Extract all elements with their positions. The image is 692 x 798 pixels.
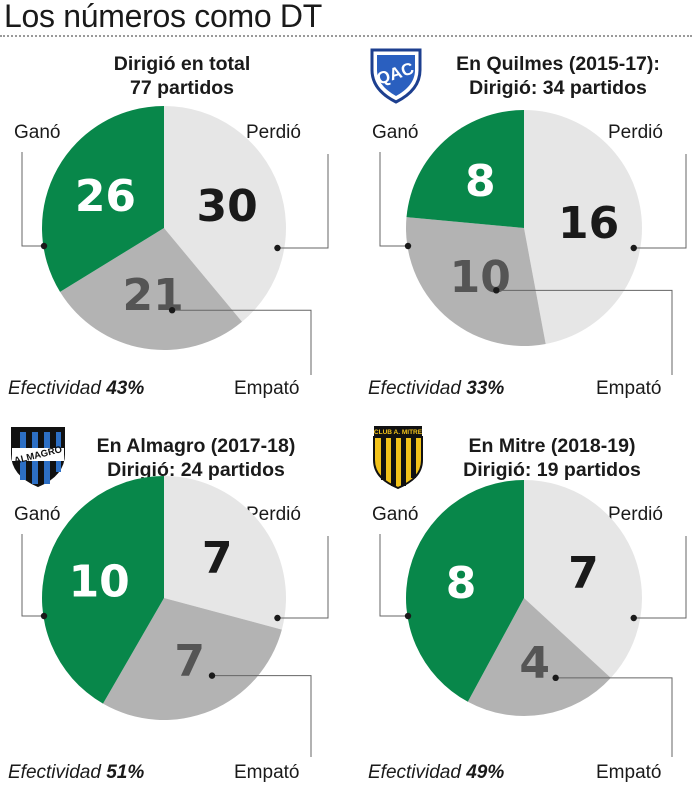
pie-slice-perdio [164,476,286,630]
pie-slice-empato [467,598,611,716]
efficiency-value: 43% [106,378,145,399]
pie-value-empato: 7 [174,636,205,687]
lost-label: Perdió [246,504,301,525]
title-divider [0,35,692,37]
efficiency-label: Efectividad [8,762,107,783]
pie-slice-empato [60,228,242,350]
pie-value-gano: 8 [446,558,477,609]
lost-leader-line [633,536,687,619]
won-leader-dot [40,242,48,250]
drawn-leader-line [555,677,673,757]
panel-total: Dirigió en total 77 partidos Ganó Perdió… [0,36,346,416]
pie-slice-gano [406,110,524,228]
lost-label: Perdió [608,504,663,525]
page-title: Los números como DT [4,0,322,34]
pie-value-empato: 4 [519,638,550,689]
drawn-leader-line [172,309,312,375]
pie-value-empato: 21 [122,270,183,321]
drawn-leader-line [212,675,312,757]
pie-chart-total: 26 30 21 [21,106,329,375]
efficiency-value: 33% [466,378,505,399]
pie-slice-perdio [524,110,642,344]
pie-value-perdio: 16 [558,198,619,249]
drawn-leader-dot [493,287,500,294]
lost-leader-dot [274,244,281,252]
drawn-label: Empató [234,378,300,399]
panel-title: Dirigió en total 77 partidos [62,52,302,100]
efficiency-text: Efectividad 51% [8,762,144,784]
panel-title-line1: Dirigió en total [113,53,251,75]
won-label: Ganó [372,122,419,143]
efficiency-text: Efectividad 33% [368,378,504,400]
panel-title-line1: En Quilmes (2015-17): [456,53,660,75]
pie-chart-almagro: 10 7 7 [21,476,329,757]
won-leader-line [379,152,408,247]
panel-title-line1: En Mitre (2018-19) [468,435,636,457]
efficiency-label: Efectividad [368,378,467,399]
lost-leader-line [277,536,329,619]
won-label: Ganó [372,504,419,525]
pie-value-gano: 26 [75,171,136,222]
efficiency-text: Efectividad 49% [368,762,504,784]
panel-title-line1: En Almagro (2017-18) [96,435,296,457]
lost-leader-dot [630,244,637,252]
lost-label: Perdió [246,122,301,143]
panel-title-line2: Dirigió: 24 partidos [107,459,285,481]
panel-title-line2: 77 partidos [129,77,235,99]
panel-mitre: CLUB A. MITRE En Mitre (2018-19) Dirigió… [346,418,692,798]
drawn-label: Empató [596,762,662,783]
pie-slice-empato [103,598,282,720]
panel-quilmes: QAC En Quilmes (2015-17): Dirigió: 34 pa… [346,36,692,416]
pie-value-perdio: 30 [196,181,257,232]
drawn-label: Empató [596,378,662,399]
lost-leader-line [277,154,329,249]
panel-title-line2: Dirigió: 19 partidos [463,459,641,481]
pie-slice-gano [42,476,164,704]
pie-value-empato: 10 [450,252,511,303]
drawn-leader-dot [208,672,216,679]
efficiency-text: Efectividad 43% [8,378,144,400]
drawn-leader-line [496,289,673,375]
won-leader-dot [404,242,412,250]
lost-leader-dot [274,614,281,622]
lost-leader-line [633,154,687,249]
efficiency-value: 49% [466,762,505,783]
almagro-crest-icon: ALMAGRO [8,424,68,490]
pie-slice-perdio [164,106,286,322]
mitre-crest-icon: CLUB A. MITRE [372,424,424,490]
efficiency-value: 51% [106,762,145,783]
won-leader-line [21,534,44,617]
lost-leader-dot [630,614,637,622]
pie-slice-perdio [524,480,642,678]
panel-title: En Mitre (2018-19) Dirigió: 19 partidos [434,434,670,482]
pie-value-gano: 8 [465,156,496,207]
pie-slice-gano [406,480,524,702]
quilmes-crest-icon: QAC [368,46,424,104]
pie-value-perdio: 7 [202,533,233,584]
won-leader-line [21,152,44,247]
drawn-leader-dot [168,307,176,314]
won-label: Ganó [14,504,61,525]
panel-title: En Almagro (2017-18) Dirigió: 24 partido… [74,434,318,482]
drawn-label: Empató [234,762,300,783]
pie-chart-quilmes: 8 16 10 [379,110,687,375]
efficiency-label: Efectividad [8,378,107,399]
panel-title: En Quilmes (2015-17): Dirigió: 34 partid… [430,52,686,100]
efficiency-label: Efectividad [368,762,467,783]
won-leader-dot [404,612,412,620]
lost-label: Perdió [608,122,663,143]
drawn-leader-dot [552,674,559,682]
pie-chart-mitre: 8 74 [379,480,687,757]
pie-value-perdio: 7 [568,548,599,599]
pie-slice-gano [42,106,164,292]
crest-text: CLUB A. MITRE [374,429,423,436]
pie-slice-empato [406,217,546,346]
won-leader-line [379,534,408,617]
won-label: Ganó [14,122,61,143]
panel-almagro: ALMAGRO En Almagro (2017-18) Dirigió: 24… [0,418,346,798]
panel-title-line2: Dirigió: 34 partidos [469,77,647,99]
pie-value-gano: 10 [69,557,130,608]
won-leader-dot [40,612,48,620]
